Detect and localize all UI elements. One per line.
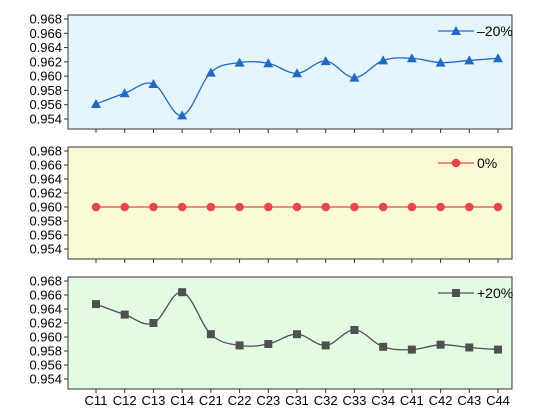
series-1-point-C12 — [119, 88, 130, 98]
panel-3-y-tick-label: 0.960 — [29, 330, 62, 345]
series-1-point-C43 — [464, 55, 475, 65]
panel-2-y-tick-label: 0.960 — [29, 200, 62, 215]
series-1-point-C14 — [177, 110, 188, 120]
series-2-point-C14 — [177, 202, 187, 212]
series-3-point-C31 — [293, 330, 301, 339]
series-3-point-C44 — [494, 345, 502, 354]
panel-1-y-tick-label: 0.956 — [29, 97, 62, 112]
panel-2-y-tick-label: 0.958 — [29, 214, 62, 229]
panel-2-y-tick-label: 0.956 — [29, 228, 62, 243]
panel-2-background — [67, 146, 513, 260]
series-3-point-C34 — [379, 342, 388, 351]
panel-1-y-tick-label: 0.954 — [29, 112, 62, 127]
series-1-point-C31 — [292, 68, 302, 78]
series-1-point-C23 — [263, 58, 274, 68]
legend-1-marker — [451, 26, 461, 35]
series-3-point-C41 — [407, 345, 416, 354]
series-3-point-C13 — [149, 319, 158, 327]
x-tick-label-C21: C21 — [199, 393, 223, 408]
series-2-point-C11 — [91, 202, 101, 212]
series-2-point-C44 — [493, 202, 503, 212]
series-1-point-C22 — [234, 57, 245, 67]
series-2-point-C42 — [436, 202, 445, 212]
series-3-point-C21 — [206, 330, 215, 339]
x-tick-label-C31: C31 — [285, 393, 309, 408]
panel-1-y-tick-label: 0.962 — [29, 54, 62, 69]
panel-1-y-tick-label: 0.968 — [29, 12, 62, 27]
series-3-point-C43 — [465, 343, 474, 352]
x-tick-label-C22: C22 — [228, 393, 252, 408]
legend-3-marker — [452, 289, 460, 297]
series-3-point-C32 — [321, 341, 330, 350]
x-tick-label-C32: C32 — [314, 393, 338, 408]
panel-3-y-tick-label: 0.964 — [29, 302, 62, 317]
x-tick-label-C34: C34 — [371, 393, 395, 408]
panel-3-y-tick-label: 0.968 — [29, 274, 62, 289]
panel-1-y-tick-label: 0.960 — [29, 69, 62, 84]
x-tick-label-C33: C33 — [342, 393, 366, 408]
series-1-point-C34 — [378, 55, 389, 65]
panel-2: 0.9540.9560.9580.9600.9620.9640.9660.968… — [29, 144, 513, 263]
series-3-point-C11 — [92, 300, 100, 309]
x-tick-label-C41: C41 — [400, 393, 424, 408]
series-3-point-C12 — [120, 310, 129, 319]
legend-2-label: 0% — [477, 155, 497, 171]
x-tick-label-C42: C42 — [429, 393, 453, 408]
x-tick-label-C23: C23 — [256, 393, 280, 408]
series-1-point-C32 — [320, 56, 331, 66]
series-2-point-C22 — [235, 202, 244, 212]
panel-1: 0.9540.9560.9580.9600.9620.9640.9660.968… — [29, 12, 513, 133]
series-2-point-C33 — [350, 202, 359, 212]
series-1-point-C11 — [91, 99, 101, 108]
panel-3: 0.9540.9560.9580.9600.9620.9640.9660.968… — [29, 274, 513, 393]
series-3-point-C42 — [436, 340, 445, 349]
panel-2-y-tick-label: 0.968 — [29, 144, 62, 159]
panel-1-y-tick-label: 0.966 — [29, 26, 62, 41]
series-3-point-C22 — [235, 341, 244, 350]
series-3-point-C14 — [178, 288, 187, 297]
legend-3-label: +20% — [477, 285, 513, 301]
series-2-point-C43 — [464, 202, 474, 212]
series-2-point-C34 — [378, 202, 388, 212]
panel-2-y-tick-label: 0.954 — [29, 242, 62, 257]
panel-3-y-tick-label: 0.954 — [29, 372, 62, 387]
series-1-point-C42 — [435, 57, 446, 67]
panel-3-background — [67, 276, 513, 390]
x-tick-label-C12: C12 — [113, 393, 137, 408]
series-2-point-C32 — [321, 202, 331, 212]
panel-2-y-tick-label: 0.964 — [29, 172, 62, 187]
series-1-point-C41 — [406, 53, 417, 63]
x-tick-label-C43: C43 — [457, 393, 481, 408]
panel-3-y-tick-label: 0.956 — [29, 358, 62, 373]
panel-2-y-tick-label: 0.966 — [29, 158, 62, 173]
series-1-point-C21 — [205, 67, 216, 77]
series-2-point-C31 — [292, 202, 302, 212]
panel-1-y-tick-label: 0.958 — [29, 83, 62, 98]
legend-1-label: –20% — [477, 23, 513, 39]
series-2-point-C12 — [120, 202, 130, 212]
panel-3-y-tick-label: 0.966 — [29, 288, 62, 303]
x-tick-label-C44: C44 — [486, 393, 510, 408]
panel-2-y-tick-label: 0.962 — [29, 186, 62, 201]
series-2-point-C23 — [263, 202, 273, 212]
x-tick-label-C11: C11 — [85, 393, 108, 408]
panel-1-y-tick-label: 0.964 — [29, 40, 62, 55]
series-1-point-C33 — [349, 72, 360, 82]
series-2-point-C21 — [206, 202, 216, 212]
series-2-point-C13 — [149, 202, 158, 212]
series-1-point-C44 — [493, 53, 503, 63]
series-2-point-C41 — [407, 202, 417, 212]
panel-3-y-tick-label: 0.958 — [29, 344, 62, 359]
legend-2-marker — [451, 158, 461, 168]
panel-3-y-tick-label: 0.962 — [29, 316, 62, 331]
series-3-point-C33 — [350, 326, 359, 334]
x-tick-label-C14: C14 — [170, 393, 194, 408]
x-tick-label-C13: C13 — [141, 393, 165, 408]
series-3-point-C23 — [264, 340, 273, 348]
series-1-point-C13 — [148, 79, 159, 88]
